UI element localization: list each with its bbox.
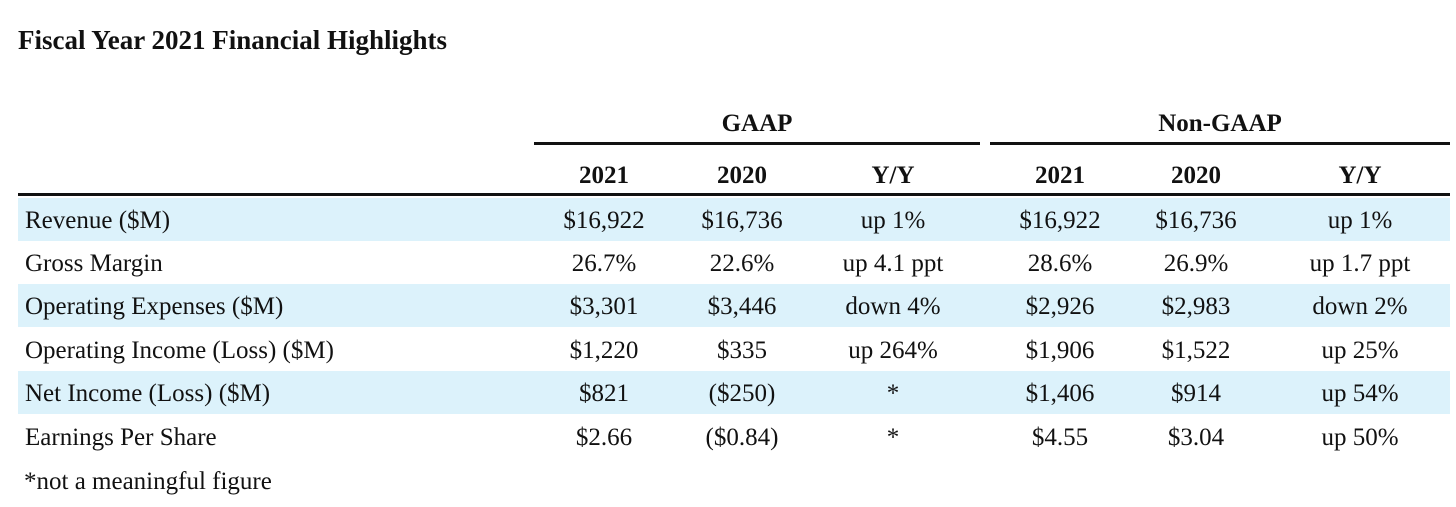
table-cell: ($250) xyxy=(708,380,776,407)
row-label: Net Income (Loss) ($M) xyxy=(25,380,271,407)
table-cell: $2,926 xyxy=(1025,293,1095,320)
table-row: Operating Income (Loss) ($M) $1,220 $335… xyxy=(18,328,1450,371)
table-row: Earnings Per Share $2.66 ($0.84) * $4.55… xyxy=(18,415,1450,458)
row-label: Revenue ($M) xyxy=(25,207,171,234)
column-header-gaap-2021: 2021 xyxy=(579,162,629,189)
table-cell: $3,301 xyxy=(569,293,639,320)
table-cell: $914 xyxy=(1171,380,1221,407)
column-header-non-gaap-2020: 2020 xyxy=(1171,162,1221,189)
table-cell: * xyxy=(886,424,900,451)
table-cell: $16,922 xyxy=(563,207,645,234)
column-header-gaap-2020: 2020 xyxy=(717,162,767,189)
table-cell: up 54% xyxy=(1321,380,1399,407)
table-row: Gross Margin 26.7% 22.6% up 4.1 ppt 28.6… xyxy=(18,241,1450,284)
table-cell: down 2% xyxy=(1312,293,1408,320)
column-header-non-gaap-2021: 2021 xyxy=(1035,162,1085,189)
table-cell: up 1% xyxy=(860,207,926,234)
table-cell: $1,406 xyxy=(1025,380,1095,407)
row-label: Gross Margin xyxy=(25,250,163,277)
table-cell: $1,906 xyxy=(1025,337,1095,364)
table-cell: * xyxy=(886,380,900,407)
table-cell: up 1.7 ppt xyxy=(1309,250,1411,277)
table-cell: $16,736 xyxy=(1155,207,1237,234)
table-cell: up 4.1 ppt xyxy=(842,250,944,277)
table-cell: up 25% xyxy=(1321,337,1399,364)
table-cell: $2,983 xyxy=(1161,293,1231,320)
column-header-row: 2021 2020 Y/Y 2021 2020 Y/Y xyxy=(18,156,1450,196)
table-cell: 28.6% xyxy=(1027,250,1093,277)
table-cell: $1,220 xyxy=(569,337,639,364)
table-cell: up 1% xyxy=(1327,207,1393,234)
row-label: Earnings Per Share xyxy=(25,424,217,451)
footnote: *not a meaningful figure xyxy=(24,468,272,495)
table-row: Operating Expenses ($M) $3,301 $3,446 do… xyxy=(18,284,1450,327)
table-row: Revenue ($M) $16,922 $16,736 up 1% $16,9… xyxy=(18,198,1450,241)
column-header-non-gaap-yy: Y/Y xyxy=(1338,162,1382,189)
table-cell: $16,736 xyxy=(701,207,783,234)
column-header-gaap-yy: Y/Y xyxy=(871,162,915,189)
table-cell: $16,922 xyxy=(1019,207,1101,234)
table-cell: $335 xyxy=(717,337,767,364)
table-cell: $3.04 xyxy=(1167,424,1225,451)
table-cell: $4.55 xyxy=(1031,424,1089,451)
table-cell: 26.7% xyxy=(571,250,637,277)
table-row: Net Income (Loss) ($M) $821 ($250) * $1,… xyxy=(18,371,1450,414)
table-cell: up 264% xyxy=(848,337,938,364)
gaap-group-header: GAAP xyxy=(534,107,980,145)
table-cell: $821 xyxy=(579,380,629,407)
table-cell: ($0.84) xyxy=(705,424,779,451)
row-label: Operating Expenses ($M) xyxy=(25,293,284,320)
row-label: Operating Income (Loss) ($M) xyxy=(25,337,334,364)
table-cell: $3,446 xyxy=(707,293,777,320)
table-cell: up 50% xyxy=(1321,424,1399,451)
table-cell: 26.9% xyxy=(1163,250,1229,277)
table-cell: down 4% xyxy=(845,293,941,320)
table-cell: 22.6% xyxy=(709,250,775,277)
page-title: Fiscal Year 2021 Financial Highlights xyxy=(18,25,448,55)
table-cell: $1,522 xyxy=(1161,337,1231,364)
table-cell: $2.66 xyxy=(575,424,633,451)
non-gaap-group-header: Non-GAAP xyxy=(990,107,1450,145)
